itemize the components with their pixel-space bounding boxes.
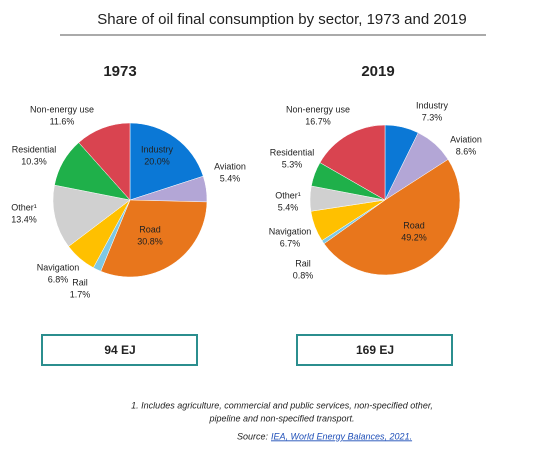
slice-value: 0.8% [293,270,314,280]
slice-label: Aviation [450,134,482,144]
source-link[interactable]: IEA, World Energy Balances, 2021. [271,431,412,441]
pie-slice [100,199,208,278]
slice-label: Residential [270,147,315,157]
slice-label: Aviation [214,161,246,171]
slice-value: 30.8% [137,236,163,246]
pie-title: 1973 [103,63,136,80]
slice-value: 16.7% [305,116,331,126]
footnote: 1. Includes agriculture, commercial and … [131,400,433,410]
slice-label: Industry [141,144,174,154]
slice-label: Non-energy use [30,104,94,114]
chart-title: Share of oil final consumption by sector… [97,11,466,28]
total: 94 EJ [104,343,135,357]
footnote: pipeline and non-specified transport. [208,413,354,423]
pie-slice [319,124,386,201]
pie-slice [323,159,461,276]
slice-value: 6.7% [280,238,301,248]
total-box [296,334,453,366]
slice-label: Other¹ [275,190,301,200]
slice-label: Rail [72,277,88,287]
slice-value: 8.6% [456,146,477,156]
slice-value: 13.4% [11,214,37,224]
slice-label: Residential [12,144,57,154]
slice-label: Navigation [269,226,312,236]
slice-label: Other¹ [11,202,37,212]
slice-label: Rail [295,258,311,268]
slice-label: Road [139,224,161,234]
pie-title: 2019 [361,63,394,80]
source: Source: [237,431,269,441]
total: 169 EJ [356,343,394,357]
total-box [41,334,198,366]
slice-label: Industry [416,100,449,110]
slice-label: Road [403,220,425,230]
slice-label: Navigation [37,262,80,272]
slice-value: 6.8% [48,274,69,284]
slice-value: 11.6% [50,116,75,126]
slice-value: 5.3% [282,159,303,169]
pie-slice [78,122,131,201]
pie-slice [52,184,131,247]
slice-label: Non-energy use [286,104,350,114]
slice-value: 10.3% [21,156,47,166]
pie-slice [129,122,204,201]
slice-value: 20.0% [144,156,170,166]
slice-value: 7.3% [422,112,443,122]
slice-value: 1.7% [70,289,91,299]
slice-value: 5.4% [278,202,299,212]
slice-value: 49.2% [401,232,427,242]
slice-value: 5.4% [220,173,241,183]
